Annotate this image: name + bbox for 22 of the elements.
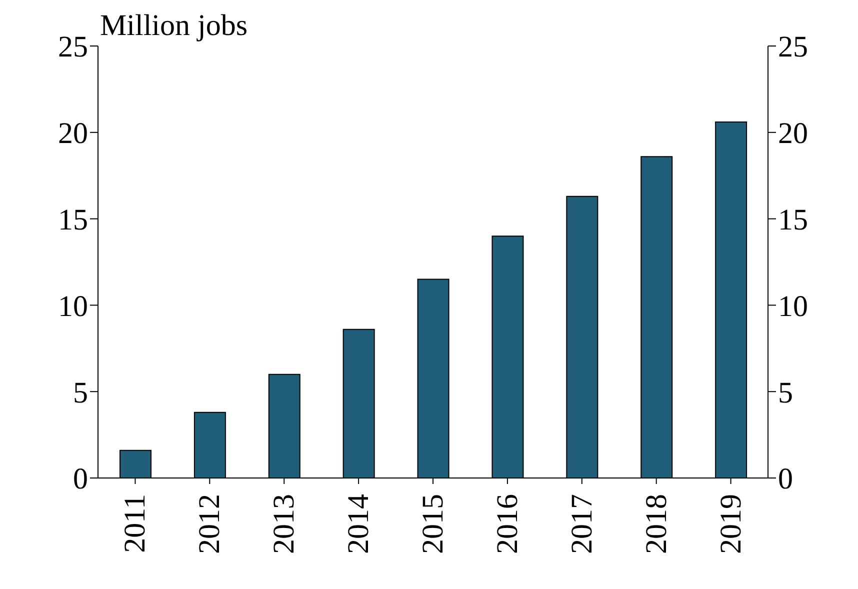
y-tick-label: 0 xyxy=(73,462,88,496)
y-tick-label: 5 xyxy=(73,376,88,410)
x-tick-label: 2015 xyxy=(416,494,450,554)
x-tick-label: 2014 xyxy=(342,494,376,554)
y-axis-title: Million jobs xyxy=(100,8,248,44)
y2-tick-label: 0 xyxy=(778,462,793,496)
y2-tick-label: 10 xyxy=(778,290,808,323)
x-tick-label: 2017 xyxy=(565,494,598,554)
x-tick-label: 2019 xyxy=(714,494,748,554)
y-tick-label: 25 xyxy=(58,30,88,64)
y2-tick-label: 25 xyxy=(778,30,808,64)
x-tick-label: 2012 xyxy=(193,494,226,554)
x-tick-label: 2011 xyxy=(118,494,152,553)
y2-tick-label: 20 xyxy=(778,117,808,150)
y-tick-label: 10 xyxy=(58,290,88,323)
x-tick-label: 2018 xyxy=(640,494,673,554)
y2-tick-label: 15 xyxy=(778,203,808,236)
x-tick-label: 2013 xyxy=(268,494,301,554)
x-tick-label: 2016 xyxy=(490,494,524,554)
y-tick-label: 15 xyxy=(58,203,88,236)
y-tick-label: 20 xyxy=(58,117,88,150)
y2-tick-label: 5 xyxy=(778,376,793,410)
